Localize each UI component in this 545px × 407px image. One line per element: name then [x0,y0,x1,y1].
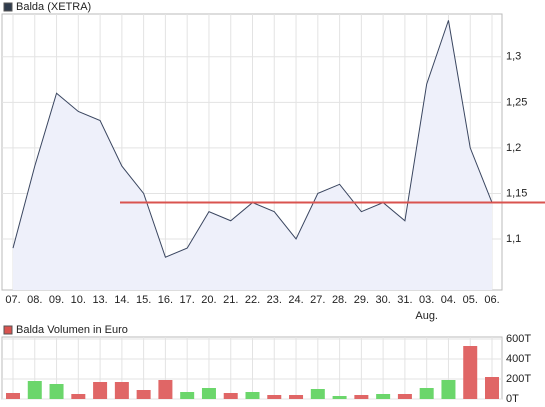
y-tick-label: 1,15 [506,187,527,199]
y-tick-label: 1,2 [506,142,521,154]
x-tick-label: 27. [310,294,325,306]
volume-bar [289,395,304,399]
x-tick-label: 14. [114,294,129,306]
x-tick-label: 05. [463,294,478,306]
x-tick-label: 22. [245,294,260,306]
x-tick-label: 21. [223,294,238,306]
y-tick-label: 1,25 [506,96,527,108]
y-tick-label: 600T [506,333,531,345]
x-tick-label: 09. [49,294,64,306]
x-tick-label: 28. [332,294,347,306]
volume-bar [463,346,478,399]
line-area [13,20,492,290]
x-tick-label: 03. [419,294,434,306]
x-tick-label: 20. [201,294,216,306]
volume-bar [397,394,412,399]
volume-bar [441,380,456,399]
x-tick-label: 16. [158,294,173,306]
volume-bar [180,392,195,399]
volume-bar [223,393,238,399]
x-tick-label: 06. [484,294,499,306]
volume-bar [93,382,108,399]
volume-bar [71,394,86,399]
x-tick-label: 23. [267,294,282,306]
volume-bar [310,389,325,399]
volume-bar [158,380,173,399]
volume-bar [332,396,347,399]
y-tick-label: 200T [506,373,531,385]
legend-swatch [3,2,13,12]
volume-bar [376,394,391,399]
volume-bar [419,388,434,399]
x-tick-label: 31. [397,294,412,306]
legend-label: Balda (XETRA) [16,1,91,13]
volume-bar [27,381,42,399]
x-tick-label: 08. [27,294,42,306]
volume-bar [485,377,499,399]
volume-bar [114,382,129,399]
legend-label: Balda Volumen in Euro [16,324,128,336]
x-tick-label: 29. [354,294,369,306]
volume-bar [136,390,151,399]
y-tick-label: 1,1 [506,233,521,245]
y-tick-label: 1,3 [506,51,521,63]
volume-bar [6,393,20,399]
y-tick-label: 400T [506,353,531,365]
x-tick-label: 30. [375,294,390,306]
month-label: Aug. [415,310,438,322]
volume-bar [49,384,64,399]
legend-swatch [3,325,13,335]
x-tick-label: 10. [71,294,86,306]
x-tick-label: 15. [136,294,151,306]
volume-bar [267,395,282,399]
volume-bar [245,392,260,399]
volume-bar [354,395,369,399]
y-tick-label: 0T [506,393,519,405]
x-tick-label: 24. [288,294,303,306]
x-tick-label: 07. [5,294,20,306]
x-tick-label: 17. [180,294,195,306]
x-tick-label: 04. [441,294,456,306]
volume-bar [201,388,216,399]
x-tick-label: 13. [92,294,107,306]
